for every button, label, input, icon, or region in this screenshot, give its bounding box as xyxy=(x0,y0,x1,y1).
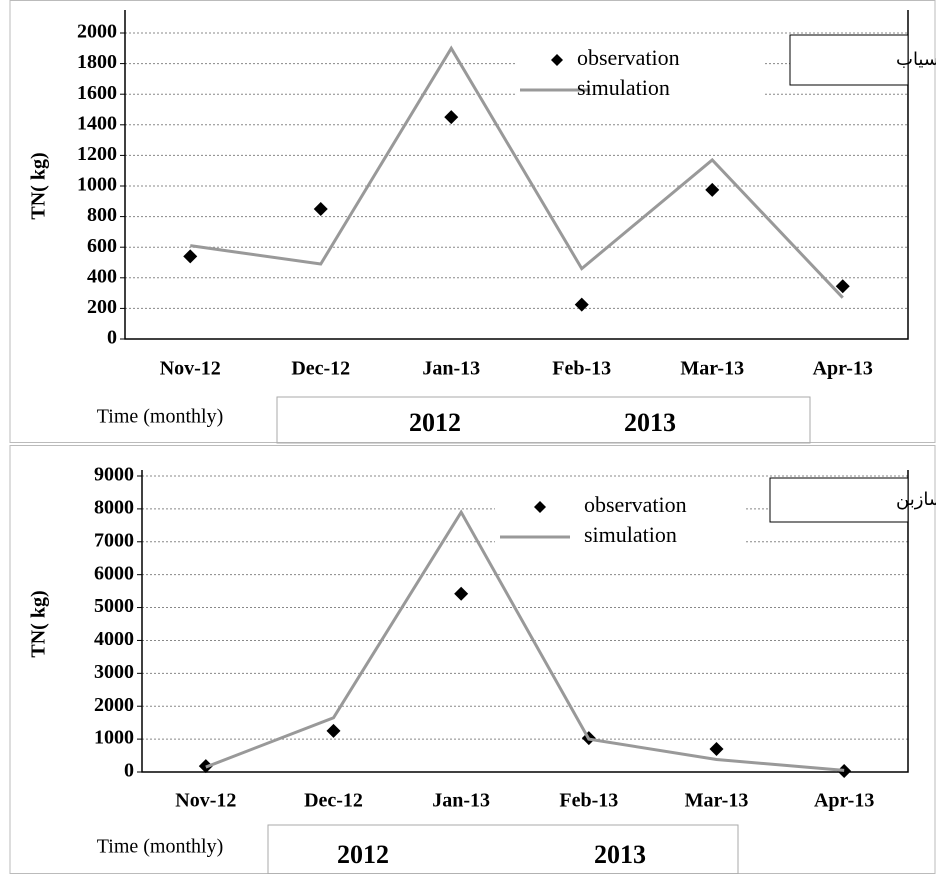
x-tick-label: Apr-13 xyxy=(814,790,874,812)
y-tick-label: 1600 xyxy=(77,82,117,104)
y-tick-label: 6000 xyxy=(94,562,134,584)
group-box xyxy=(276,396,811,444)
group-label: 2013 xyxy=(624,408,676,437)
station-label: گاماسیاب xyxy=(896,48,936,70)
x-tick-label: Jan-13 xyxy=(432,790,490,812)
y-tick-label: 800 xyxy=(87,204,117,226)
y-tick-label: 1800 xyxy=(77,51,117,73)
x-tick-label: Feb-13 xyxy=(552,358,611,380)
data-line xyxy=(190,45,844,299)
y-tick-label: 0 xyxy=(124,760,134,782)
y-tick-label: 3000 xyxy=(94,661,134,683)
data-point xyxy=(574,297,589,312)
y-tick-label: 7000 xyxy=(94,529,134,551)
data-point xyxy=(313,201,328,216)
data-line xyxy=(205,509,845,772)
y-tick-label: 2000 xyxy=(77,21,117,43)
group-box xyxy=(267,824,739,874)
y-tick-label: 5000 xyxy=(94,595,134,617)
x-tick-label: Dec-12 xyxy=(304,790,363,812)
x-tick-label: Apr-13 xyxy=(813,358,873,380)
group-label: 2012 xyxy=(409,408,461,437)
x-tick-label: Nov-12 xyxy=(160,358,221,380)
data-point xyxy=(454,586,469,601)
data-point xyxy=(326,723,341,738)
x-axis-label: Time (monthly) xyxy=(97,406,224,428)
data-point xyxy=(444,110,459,125)
legend-label: observation xyxy=(577,45,680,70)
y-tick-label: 2000 xyxy=(94,694,134,716)
y-tick-label: 1000 xyxy=(77,174,117,196)
group-label: 2012 xyxy=(337,840,389,869)
legend-marker xyxy=(551,54,563,66)
x-tick-label: Mar-13 xyxy=(685,790,749,812)
data-point xyxy=(183,249,198,264)
y-tick-label: 1400 xyxy=(77,112,117,134)
y-tick-label: 8000 xyxy=(94,496,134,518)
x-tick-label: Nov-12 xyxy=(175,790,236,812)
data-point xyxy=(837,764,852,779)
plot-frame xyxy=(124,10,909,340)
y-axis-label: TN( kg) xyxy=(28,152,50,219)
y-tick-label: 0 xyxy=(107,327,117,349)
y-tick-label: 200 xyxy=(87,296,117,318)
data-point xyxy=(709,741,724,756)
plot-frame xyxy=(141,470,909,773)
y-tick-label: 400 xyxy=(87,265,117,287)
y-axis-label: TN( kg) xyxy=(28,590,50,657)
y-tick-label: 1200 xyxy=(77,143,117,165)
x-tick-label: Dec-12 xyxy=(291,358,350,380)
legend-bg xyxy=(515,42,765,106)
legend-bg xyxy=(495,489,745,553)
group-label: 2013 xyxy=(594,840,646,869)
y-tick-label: 600 xyxy=(87,235,117,257)
data-point xyxy=(705,182,720,197)
label-box xyxy=(769,477,909,523)
x-tick-label: Jan-13 xyxy=(422,358,480,380)
x-axis-label: Time (monthly) xyxy=(97,836,224,858)
legend-marker xyxy=(534,501,546,513)
station-label: تنگ سازبن xyxy=(896,488,936,510)
y-tick-label: 4000 xyxy=(94,628,134,650)
legend-label: observation xyxy=(584,492,687,517)
y-tick-label: 1000 xyxy=(94,727,134,749)
legend-label: simulation xyxy=(584,522,677,547)
data-point xyxy=(835,279,850,294)
label-box xyxy=(789,34,909,86)
y-tick-label: 9000 xyxy=(94,464,134,486)
x-tick-label: Feb-13 xyxy=(559,790,618,812)
legend-label: simulation xyxy=(577,75,670,100)
x-tick-label: Mar-13 xyxy=(680,358,744,380)
